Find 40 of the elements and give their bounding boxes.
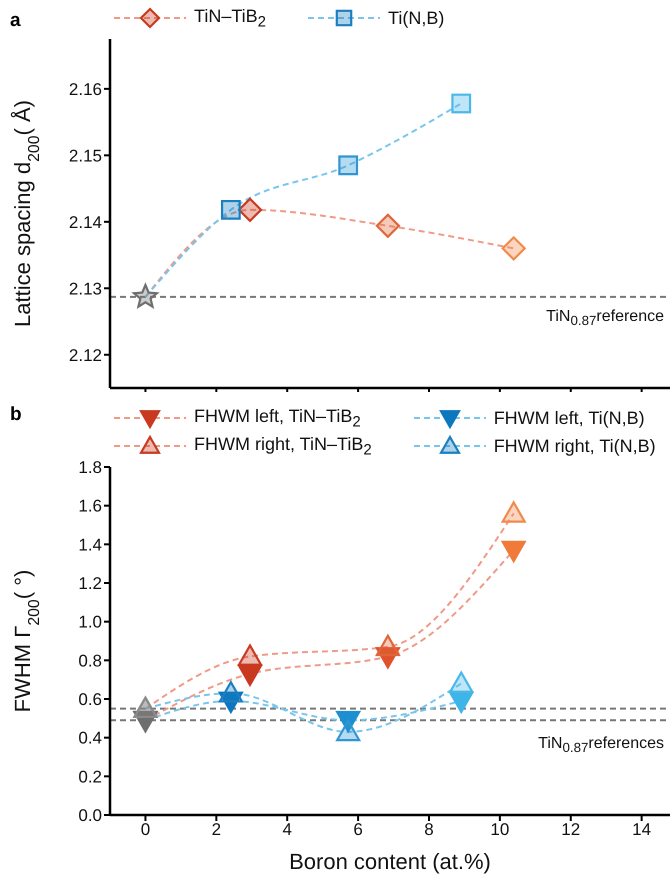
x-tick-label: 6 [353,820,363,840]
x-tick-label: 2 [212,820,222,840]
y-tick-label: 2.13 [68,279,102,298]
chart-title: b [10,404,22,426]
annotation: TiN$_{0.87}$references [538,735,664,756]
point [502,236,526,260]
x-tick-label: 12 [561,820,580,840]
annotation: TiN$_{0.87}$reference [546,308,664,328]
y-tick-label: 1.0 [78,612,102,632]
y-tick-label: 0.6 [78,690,102,710]
y-tick-label: 2.12 [68,346,102,365]
y-tick-label: 2.15 [68,146,102,166]
legend-label: FHWM right, Ti(N,B) [494,436,656,456]
legend-label: FHWM left, TiN–TiB$_{2}$ [194,406,361,430]
x-tick-label: 8 [424,820,434,840]
legend-label: FHWM right, TiN–TiB$_{2}$ [194,434,372,458]
y-tick-label: 2.14 [68,212,102,232]
y-tick-label: 0.2 [78,767,102,786]
point [220,200,241,220]
x-axis-title: Boron content (at.%) [289,849,491,874]
point [132,284,158,308]
y-tick-label: 2.16 [68,80,102,99]
y-tick-label: 0.8 [78,651,102,670]
point [451,94,472,114]
y-tick-label: 1.4 [78,535,102,554]
chart-title: a [10,10,21,32]
x-tick-label: 10 [490,820,510,840]
point [338,155,358,176]
y-tick-label: 1.6 [78,496,102,516]
x-tick-label: 14 [632,820,652,840]
y-tick-label: 1.8 [78,458,102,478]
legend-label: Ti(N,B) [388,8,444,28]
x-tick-label: 0 [140,820,150,840]
point [376,214,400,238]
y-tick-label: 1.2 [78,574,102,594]
y-tick-label: 0.4 [78,728,102,748]
x-tick-label: 4 [282,820,292,840]
legend-label: TiN–TiB$_{2}$ [194,6,266,30]
y-tick-label: 0.0 [78,806,102,826]
legend-label: FHWM left, Ti(N,B) [494,408,645,428]
